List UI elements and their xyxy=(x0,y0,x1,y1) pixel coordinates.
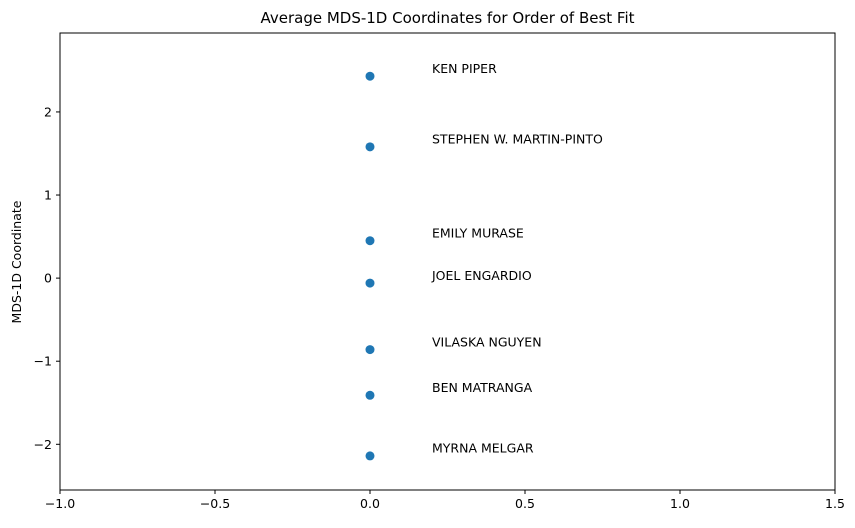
y-axis-ticks: 2 1 0 −1 −2 xyxy=(34,104,60,452)
y-tick-label: −2 xyxy=(34,437,52,452)
x-tick-label: −0.5 xyxy=(200,496,230,511)
x-tick-label: 0.5 xyxy=(515,496,535,511)
point-label: KEN PIPER xyxy=(432,61,497,76)
plot-marks: KEN PIPER STEPHEN W. MARTIN-PINTO EMILY MU… xyxy=(365,61,603,461)
data-point xyxy=(365,278,375,288)
x-tick-label: −1.0 xyxy=(45,496,75,511)
point-label: BEN MATRANGA xyxy=(432,380,533,395)
x-tick-label: 1.0 xyxy=(670,496,690,511)
plot-frame xyxy=(59,32,836,491)
y-axis-label: MDS-1D Coordinate xyxy=(9,200,24,323)
data-point xyxy=(365,142,375,152)
y-tick-label: 2 xyxy=(44,104,52,119)
data-point xyxy=(365,390,375,400)
x-tick-label: 0.0 xyxy=(360,496,380,511)
data-point xyxy=(365,451,375,461)
x-tick-label: 1.5 xyxy=(825,496,845,511)
point-label: EMILY MURASE xyxy=(432,225,524,240)
point-label: MYRNA MELGAR xyxy=(432,441,534,456)
x-axis-ticks: −1.0 −0.5 0.0 0.5 1.0 1.5 xyxy=(45,490,845,511)
data-point xyxy=(365,71,375,81)
chart-title: Average MDS-1D Coordinates for Order of … xyxy=(260,9,634,27)
data-point xyxy=(365,236,375,246)
y-tick-label: 1 xyxy=(44,188,52,203)
y-tick-label: −1 xyxy=(34,354,52,369)
data-point xyxy=(365,345,375,355)
point-label: VILASKA NGUYEN xyxy=(432,334,542,349)
y-tick-label: 0 xyxy=(44,271,52,286)
point-label: JOEL ENGARDIO xyxy=(431,268,532,283)
point-label: STEPHEN W. MARTIN-PINTO xyxy=(432,132,603,147)
